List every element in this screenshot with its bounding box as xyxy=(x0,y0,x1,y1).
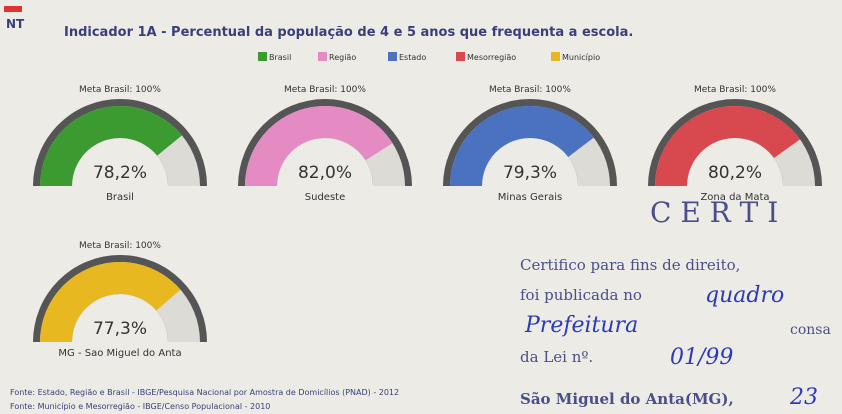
value-label: 82,0% xyxy=(298,163,352,183)
page: NT Indicador 1A - Percentual da populaçã… xyxy=(0,0,842,414)
gauge-name: Minas Gerais xyxy=(498,192,562,203)
legend-swatch xyxy=(258,52,267,61)
gauge-annotation: Meta Brasil: 100% xyxy=(489,85,571,95)
stamp-text: consa xyxy=(790,322,831,338)
legend-swatch xyxy=(318,52,327,61)
handwriting: 23 xyxy=(789,385,818,410)
title: Indicador 1A - Percentual da população d… xyxy=(64,25,633,40)
footnote: Fonte: Município e Mesorregião - IBGE/Ce… xyxy=(10,402,270,411)
stamp-text: foi publicada no xyxy=(520,286,642,304)
handwriting: 01/99 xyxy=(670,345,733,370)
legend: Brasil Região Estado Mesorregião Município xyxy=(258,52,600,62)
value-label: 78,2% xyxy=(93,163,147,183)
stamp-text: da Lei nº. xyxy=(520,348,593,366)
legend-swatch xyxy=(456,52,465,61)
legend-swatch xyxy=(388,52,397,61)
logo: NT xyxy=(6,17,25,31)
gauge-name: Sudeste xyxy=(305,192,345,203)
legend-label: Estado xyxy=(399,53,426,62)
legend-label: Região xyxy=(329,53,356,62)
gauge-name: Brasil xyxy=(106,192,134,203)
value-label: 77,3% xyxy=(93,319,147,339)
gauge-name: MG - Sao Miguel do Anta xyxy=(58,348,181,359)
handwriting: quadro xyxy=(705,283,784,308)
stamp-text: Certifico para fins de direito, xyxy=(520,256,740,274)
gauge-annotation: Meta Brasil: 100% xyxy=(79,85,161,95)
legend-swatch xyxy=(551,52,560,61)
value-label: 80,2% xyxy=(708,163,762,183)
gauge-annotation: Meta Brasil: 100% xyxy=(284,85,366,95)
gauge-annotation: Meta Brasil: 100% xyxy=(694,85,776,95)
legend-label: Mesorregião xyxy=(467,53,516,62)
legend-label: Município xyxy=(562,53,600,62)
handwriting: Prefeitura xyxy=(524,313,638,338)
gauge-annotation: Meta Brasil: 100% xyxy=(79,241,161,251)
stamp-text: São Miguel do Anta(MG), xyxy=(520,390,734,408)
logo-bar xyxy=(4,6,22,12)
stamp-heading: C E R T I xyxy=(650,196,778,229)
value-label: 79,3% xyxy=(503,163,557,183)
legend-label: Brasil xyxy=(269,53,291,62)
footnote: Fonte: Estado, Região e Brasil - IBGE/Pe… xyxy=(10,388,399,397)
